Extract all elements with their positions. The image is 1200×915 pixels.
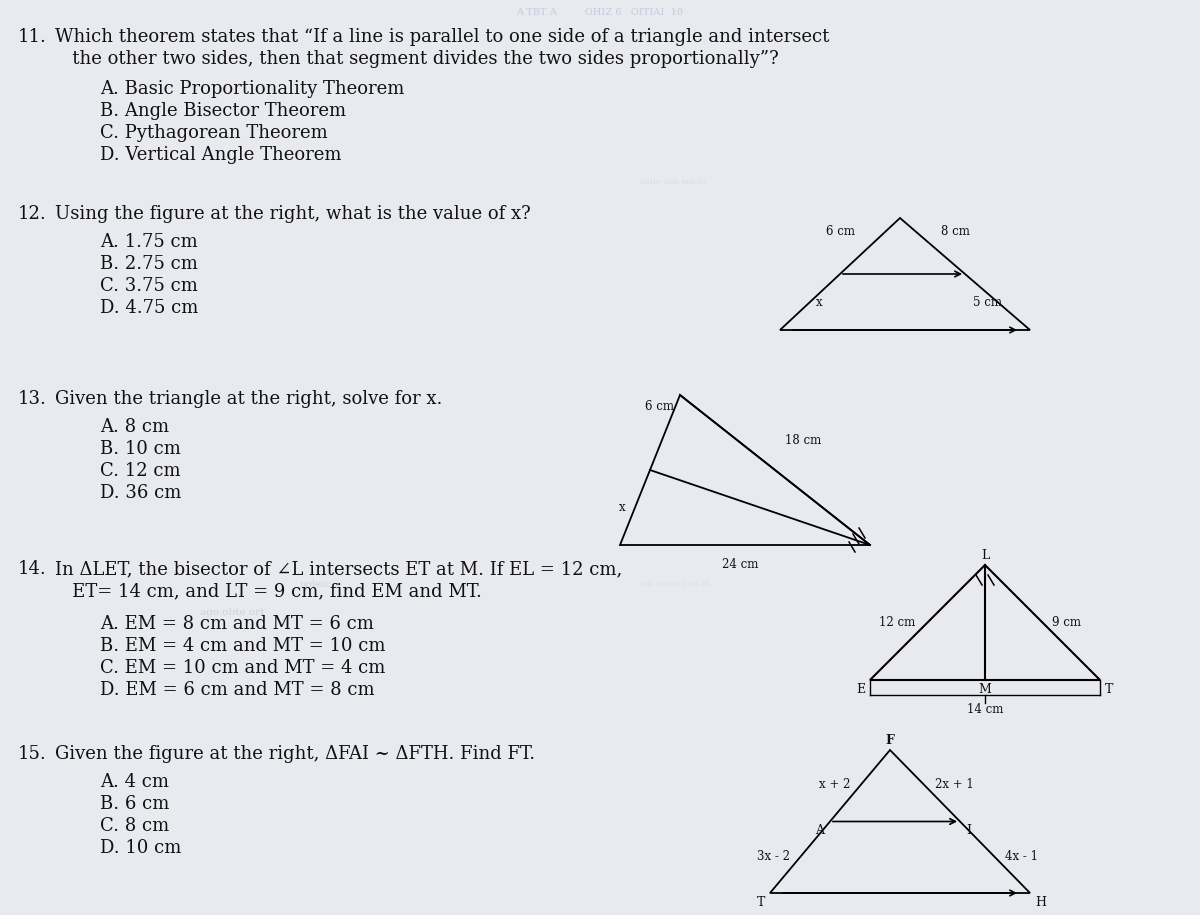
- Text: 4x - 1: 4x - 1: [1006, 851, 1038, 864]
- Text: A TBT A         OHIZ 6   OITIAI  10: A TBT A OHIZ 6 OITIAI 10: [516, 8, 684, 17]
- Text: 14 cm: 14 cm: [967, 703, 1003, 716]
- Text: noleic: noleic: [300, 580, 331, 589]
- Text: nib ons ert ob ht: nib ons ert ob ht: [640, 580, 710, 588]
- Text: B. 2.75 cm: B. 2.75 cm: [100, 255, 198, 273]
- Text: 9 cm: 9 cm: [1052, 616, 1081, 629]
- Text: B. Angle Bisector Theorem: B. Angle Bisector Theorem: [100, 102, 346, 120]
- Text: I: I: [966, 824, 971, 836]
- Text: D. 4.75 cm: D. 4.75 cm: [100, 299, 198, 317]
- Text: Using the figure at the right, what is the value of x?: Using the figure at the right, what is t…: [55, 205, 530, 223]
- Text: Given the triangle at the right, solve for x.: Given the triangle at the right, solve f…: [55, 390, 443, 408]
- Text: B. EM = 4 cm and MT = 10 cm: B. EM = 4 cm and MT = 10 cm: [100, 637, 385, 655]
- Text: x + 2: x + 2: [818, 779, 850, 791]
- Text: L: L: [980, 549, 989, 562]
- Text: x: x: [815, 296, 822, 308]
- Text: ET= 14 cm, and LT = 9 cm, find EM and MT.: ET= 14 cm, and LT = 9 cm, find EM and MT…: [55, 582, 482, 600]
- Text: the other two sides, then that segment divides the two sides proportionally”?: the other two sides, then that segment d…: [55, 50, 779, 68]
- Text: 18 cm: 18 cm: [785, 434, 821, 447]
- Text: C. EM = 10 cm and MT = 4 cm: C. EM = 10 cm and MT = 4 cm: [100, 659, 385, 677]
- Text: B. 10 cm: B. 10 cm: [100, 440, 181, 458]
- Text: 6 cm: 6 cm: [646, 400, 674, 413]
- Text: A: A: [815, 824, 824, 836]
- Text: 8 cm: 8 cm: [941, 225, 970, 238]
- Text: 14.: 14.: [18, 560, 47, 578]
- Text: A. Basic Proportionality Theorem: A. Basic Proportionality Theorem: [100, 80, 404, 98]
- Text: 12.: 12.: [18, 205, 47, 223]
- Text: A. 4 cm: A. 4 cm: [100, 773, 169, 791]
- Text: B. 6 cm: B. 6 cm: [100, 795, 169, 813]
- Text: x: x: [618, 501, 625, 514]
- Text: In ΔLET, the bisector of ∠L intersects ET at M. If EL = 12 cm,: In ΔLET, the bisector of ∠L intersects E…: [55, 560, 623, 578]
- Text: T: T: [1105, 683, 1114, 696]
- Text: Given the figure at the right, ΔFAI ~ ΔFTH. Find FT.: Given the figure at the right, ΔFAI ~ ΔF…: [55, 745, 535, 763]
- Text: A. 1.75 cm: A. 1.75 cm: [100, 233, 198, 251]
- Text: ualle onli ent lo: ualle onli ent lo: [640, 178, 706, 186]
- Text: Which theorem states that “If a line is parallel to one side of a triangle and i: Which theorem states that “If a line is …: [55, 28, 829, 46]
- Text: C. 3.75 cm: C. 3.75 cm: [100, 277, 198, 295]
- Text: C. Pythagorean Theorem: C. Pythagorean Theorem: [100, 124, 328, 142]
- Text: E: E: [856, 683, 865, 696]
- Text: 5 cm: 5 cm: [973, 296, 1002, 308]
- Text: 15.: 15.: [18, 745, 47, 763]
- Text: H: H: [1034, 896, 1046, 909]
- Text: 2x + 1: 2x + 1: [935, 779, 973, 791]
- Text: T: T: [757, 896, 766, 909]
- Text: C. 8 cm: C. 8 cm: [100, 817, 169, 835]
- Text: 3x - 2: 3x - 2: [757, 851, 790, 864]
- Text: A. 8 cm: A. 8 cm: [100, 418, 169, 436]
- Text: D. 36 cm: D. 36 cm: [100, 484, 181, 502]
- Text: D. Vertical Angle Theorem: D. Vertical Angle Theorem: [100, 146, 342, 164]
- Text: 13.: 13.: [18, 390, 47, 408]
- Text: ago obte ort: ago obte ort: [200, 608, 264, 617]
- Text: 6 cm: 6 cm: [826, 225, 854, 238]
- Text: A. EM = 8 cm and MT = 6 cm: A. EM = 8 cm and MT = 6 cm: [100, 615, 374, 633]
- Text: 24 cm: 24 cm: [722, 558, 758, 571]
- Text: M: M: [978, 683, 991, 696]
- Text: D. 10 cm: D. 10 cm: [100, 839, 181, 857]
- Text: F: F: [886, 734, 894, 747]
- Text: 11.: 11.: [18, 28, 47, 46]
- Text: 12 cm: 12 cm: [878, 616, 916, 629]
- Text: D. EM = 6 cm and MT = 8 cm: D. EM = 6 cm and MT = 8 cm: [100, 681, 374, 699]
- Text: C. 12 cm: C. 12 cm: [100, 462, 181, 480]
